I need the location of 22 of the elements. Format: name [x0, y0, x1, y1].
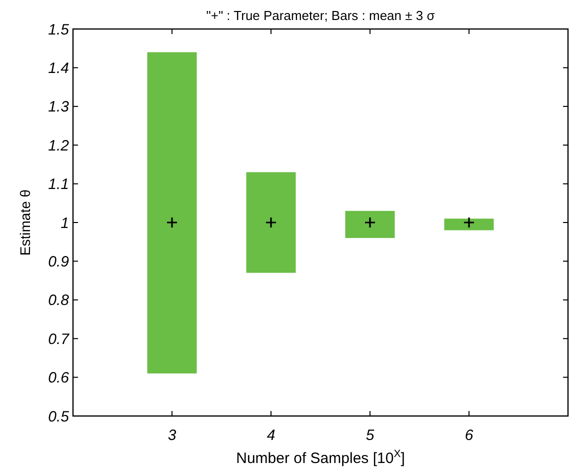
- chart-title: "+" : True Parameter; Bars : mean ± 3 σ: [206, 8, 435, 23]
- bar: [147, 52, 197, 374]
- bar: [345, 210, 395, 238]
- x-tick-label: 3: [168, 427, 177, 444]
- y-tick-label: 1.5: [48, 21, 70, 38]
- x-tick-label: 4: [266, 427, 276, 444]
- y-tick-label: 1.3: [48, 98, 70, 116]
- y-tick-label: 0.6: [48, 370, 70, 387]
- y-tick-label: 0.5: [48, 408, 70, 426]
- y-tick-label: 0.7: [48, 330, 70, 348]
- bar: [246, 172, 296, 273]
- x-tick-label: 6: [464, 427, 474, 444]
- bar: [444, 218, 494, 230]
- y-axis-title: Estimate θ: [17, 189, 33, 256]
- x-axis-title: Number of Samples [10$^{X}$]: [236, 448, 405, 467]
- y-tick-label: 0.8: [48, 292, 70, 310]
- y-tick-label: 1.1: [48, 176, 69, 194]
- y-tick-label: 0.9: [48, 253, 70, 270]
- x-tick-label: 5: [366, 427, 375, 444]
- y-tick-label: 1: [60, 214, 69, 232]
- y-tick-label: 1.2: [48, 137, 70, 154]
- y-tick-label: 1.4: [48, 60, 69, 77]
